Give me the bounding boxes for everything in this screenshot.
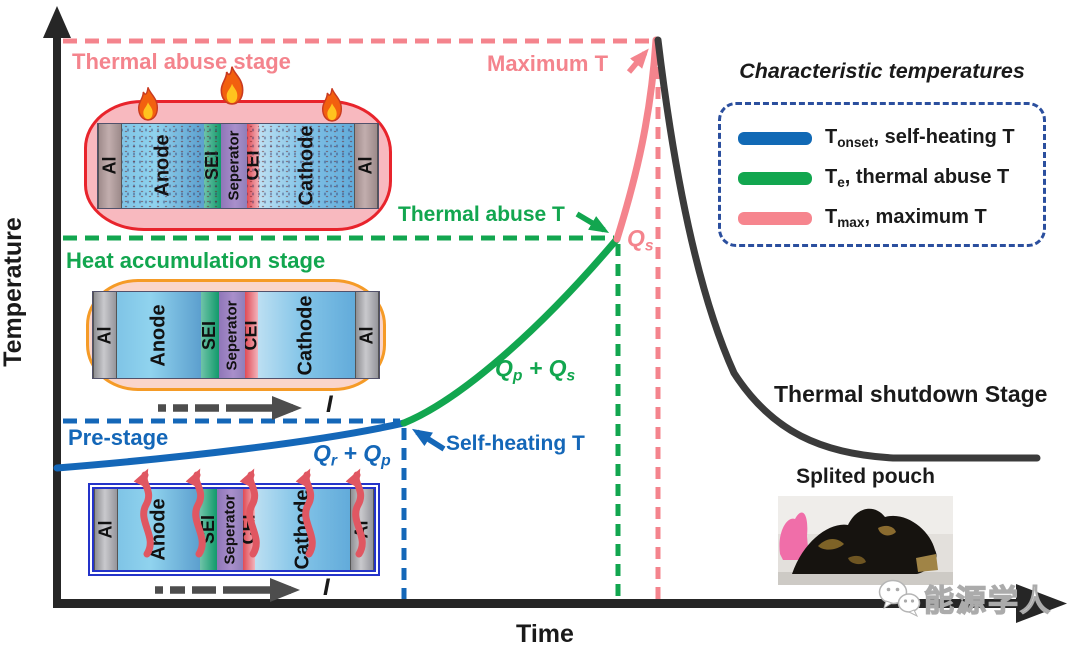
legend-item-tmax: Tmax, maximum T <box>738 203 1043 233</box>
legend-item-tonset: Tonset, self-heating T <box>738 123 1043 153</box>
current-label: I <box>326 391 333 418</box>
layer-cei: CEI <box>242 489 256 570</box>
legend-title: Characteristic temperatures <box>739 59 1025 83</box>
layer-sei: SEI <box>201 292 219 378</box>
thermal-abuse-t-arrow <box>575 211 610 234</box>
watermark-text: 能源学人 <box>923 584 1052 618</box>
layer-cathode: Cathode <box>255 489 351 570</box>
battery-heat-accumulation: Al Anode SEI Seperator CEI Cathode Al <box>92 291 380 379</box>
flame-icon <box>216 62 248 114</box>
layer-cathode: Cathode <box>257 292 355 378</box>
heat-accumulation-cell-blob: Al Anode SEI Seperator CEI Cathode Al <box>86 279 386 391</box>
layer-seperator: Seperator <box>218 292 245 378</box>
qs-label: Qs <box>627 225 654 255</box>
self-heating-t-arrow <box>411 428 446 452</box>
pre-stage-label: Pre-stage <box>68 425 169 450</box>
layer-al: Al <box>93 292 117 378</box>
legend-item-label: Te, thermal abuse T <box>825 166 1010 190</box>
heat-accumulation-curve <box>400 235 621 427</box>
maximum-t-arrow <box>626 48 649 74</box>
legend-item-label: Tonset, self-heating T <box>825 126 1015 150</box>
layer-al: Al <box>94 489 118 570</box>
layer-al: Al <box>354 123 378 208</box>
wechat-icon <box>876 577 922 619</box>
te-swatch <box>738 171 812 185</box>
y-axis <box>43 6 71 604</box>
thermal-shutdown-stage-label: Thermal shutdown Stage <box>774 381 1048 407</box>
qp-qs-label: Qp + Qs <box>495 355 576 385</box>
maximum-t-label: Maximum T <box>487 51 609 76</box>
flame-icon <box>318 85 346 129</box>
splited-pouch-photo <box>778 496 953 585</box>
layer-cathode: Cathode <box>259 123 355 208</box>
layer-seperator: Seperator <box>220 123 247 208</box>
layer-anode: Anode <box>117 489 200 570</box>
layer-al: Al <box>98 123 122 208</box>
pre-stage-cell-frame: Al Anode SEI Seperator CEI Cathode Al <box>88 483 380 576</box>
thermal-abuse-t-label: Thermal abuse T <box>398 203 565 226</box>
legend-item-te: Te, thermal abuse T <box>738 163 1043 193</box>
tmax-swatch <box>738 211 812 225</box>
layer-anode: Anode <box>121 123 204 208</box>
battery-pre-stage: Al Anode SEI Seperator CEI Cathode Al <box>92 487 376 572</box>
layer-sei: SEI <box>203 123 221 208</box>
watermark: 能源学人 <box>876 576 1052 620</box>
heat-accumulation-stage-label: Heat accumulation stage <box>66 248 326 273</box>
legend-box: Tonset, self-heating T Te, thermal abuse… <box>718 102 1046 247</box>
thermal-abuse-stage-label: Thermal abuse stage <box>72 49 291 74</box>
current-label: I <box>323 574 330 601</box>
tonset-swatch <box>738 131 812 145</box>
battery-thermal-abuse: Al Anode SEI Seperator CEI Cathode Al <box>97 122 379 209</box>
layer-al: Al <box>350 489 374 570</box>
flame-icon <box>134 84 162 128</box>
layer-cei: CEI <box>244 292 258 378</box>
self-heating-t-label: Self-heating T <box>446 432 585 455</box>
layer-cei: CEI <box>246 123 260 208</box>
splited-pouch-caption: Splited pouch <box>796 465 935 488</box>
qr-qp-label: Qr + Qp <box>313 440 391 470</box>
layer-al: Al <box>354 292 379 378</box>
legend-item-label: Tmax, maximum T <box>825 206 987 230</box>
y-axis-label: Temperature <box>0 217 27 367</box>
thermal-abuse-curve <box>613 36 660 243</box>
thermal-abuse-cell-blob: Al Anode SEI Seperator CEI Cathode Al <box>84 100 392 231</box>
x-axis-label: Time <box>516 620 574 648</box>
layer-seperator: Seperator <box>216 489 243 570</box>
layer-anode: Anode <box>116 292 202 378</box>
layer-sei: SEI <box>199 489 217 570</box>
